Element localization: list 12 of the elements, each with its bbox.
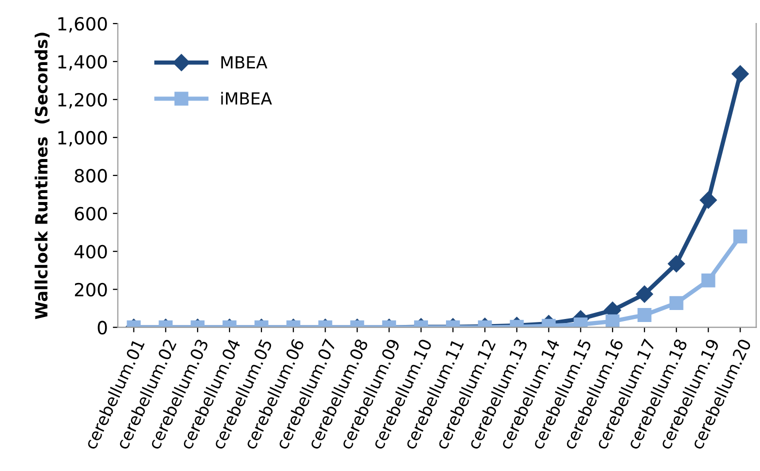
y-tick-label: 1,000 [58, 130, 107, 146]
y-tick-label: 200 [74, 282, 107, 296]
y-tick-label: 1,200 [58, 92, 107, 108]
y-tick-label: 0 [98, 320, 107, 334]
y-tick-label: 800 [74, 168, 107, 183]
y-tick-label: 1,600 [58, 17, 107, 33]
y-tick-label: 600 [74, 206, 107, 221]
legend-label: MBEA [221, 56, 268, 68]
y-axis-title: Wallclock Runtimes (Seconds) [34, 32, 50, 320]
y-tick-label: 1,400 [58, 54, 107, 70]
y-tick-label: 400 [74, 244, 107, 259]
legend-label: iMBEA [221, 92, 272, 105]
